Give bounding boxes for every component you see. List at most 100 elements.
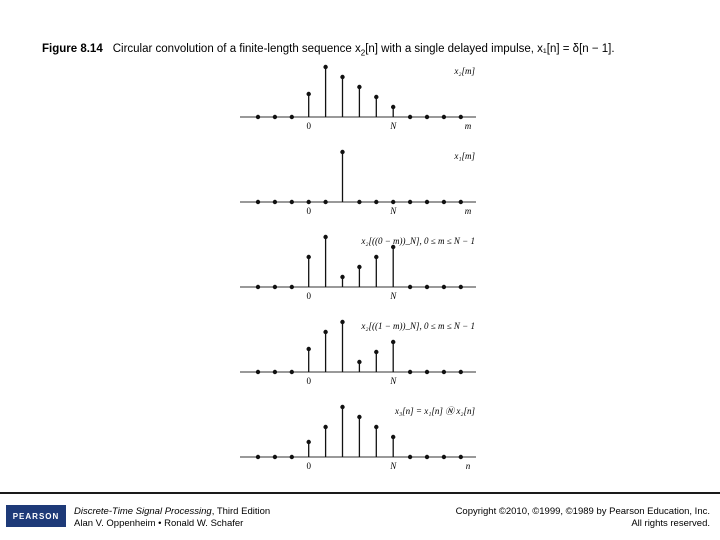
n-label: N bbox=[389, 461, 397, 471]
axis-variable-label: n bbox=[466, 461, 471, 471]
caption-subscript: 2 bbox=[360, 48, 366, 58]
stem-dot bbox=[323, 329, 328, 335]
stem-dot bbox=[391, 434, 396, 440]
origin-label: 0 bbox=[306, 291, 311, 301]
publisher-logo-text: PEARSON bbox=[12, 511, 60, 521]
stem-dot bbox=[374, 254, 379, 260]
n-label: N bbox=[389, 206, 397, 216]
zero-dot bbox=[424, 284, 430, 290]
stem-dot bbox=[323, 234, 328, 240]
copyright-line-1: Copyright ©2010, ©1999, ©1989 by Pearson… bbox=[455, 506, 710, 517]
book-authors: Alan V. Oppenheim • Ronald W. Schafer bbox=[74, 518, 244, 529]
panel-label: x₂[((1 − m))_N], 0 ≤ m ≤ N − 1 bbox=[360, 321, 475, 331]
stem-dot bbox=[357, 264, 362, 270]
stem-dot bbox=[391, 244, 396, 250]
caption-text-after: [n] with a single delayed impulse, x₁[n]… bbox=[365, 43, 615, 55]
axis-variable-label: m bbox=[465, 121, 472, 131]
zero-dot bbox=[289, 454, 294, 460]
copyright-notice: Copyright ©2010, ©1999, ©1989 by Pearson… bbox=[456, 506, 710, 530]
zero-dot bbox=[374, 199, 379, 205]
book-edition: , Third Edition bbox=[211, 506, 271, 517]
copyright-line-2: All rights reserved. bbox=[631, 518, 710, 529]
stem-dot bbox=[340, 74, 345, 80]
book-title: Discrete-Time Signal Processing bbox=[74, 506, 212, 517]
zero-dot bbox=[306, 199, 311, 205]
zero-dot bbox=[458, 369, 463, 375]
stem-dot bbox=[306, 91, 311, 97]
zero-dot bbox=[407, 369, 413, 375]
stem-dot bbox=[357, 414, 362, 420]
zero-dot bbox=[289, 114, 294, 120]
axis-variable-label: m bbox=[465, 206, 472, 216]
n-label: N bbox=[389, 376, 397, 386]
panel-label: x₃[n] = x₁[n] Ⓝ x₂[n] bbox=[394, 406, 475, 416]
zero-dot bbox=[255, 114, 261, 120]
publisher-logo: PEARSON bbox=[6, 505, 66, 527]
stem-dot bbox=[306, 439, 311, 445]
zero-dot bbox=[272, 199, 278, 205]
zero-dot bbox=[458, 199, 463, 205]
book-info: Discrete-Time Signal Processing, Third E… bbox=[74, 506, 270, 530]
zero-dot bbox=[441, 369, 447, 375]
stem-dot bbox=[323, 64, 328, 70]
panel-label: x₂[m] bbox=[453, 66, 475, 76]
caption-text-before: Circular convolution of a finite-length … bbox=[112, 43, 361, 55]
zero-dot bbox=[424, 369, 430, 375]
zero-dot bbox=[255, 199, 261, 205]
zero-dot bbox=[391, 199, 396, 205]
origin-label: 0 bbox=[306, 376, 311, 386]
zero-dot bbox=[289, 284, 294, 290]
figure-caption: Figure 8.14 Circular convolution of a fin… bbox=[42, 42, 712, 57]
stem-dot bbox=[340, 274, 345, 280]
stem-dot bbox=[391, 339, 396, 345]
stem-dot bbox=[374, 94, 379, 100]
stem-dot bbox=[357, 359, 362, 365]
zero-dot bbox=[255, 454, 261, 460]
origin-label: 0 bbox=[306, 121, 311, 131]
zero-dot bbox=[272, 454, 278, 460]
stem-dot bbox=[306, 346, 311, 352]
origin-label: 0 bbox=[306, 461, 311, 471]
zero-dot bbox=[407, 199, 413, 205]
zero-dot bbox=[441, 454, 447, 460]
zero-dot bbox=[458, 114, 463, 120]
zero-dot bbox=[272, 369, 278, 375]
stem-dot bbox=[340, 149, 345, 155]
zero-dot bbox=[407, 284, 413, 290]
zero-dot bbox=[441, 199, 447, 205]
zero-dot bbox=[272, 114, 278, 120]
footer-divider bbox=[0, 492, 720, 494]
stem-panel-4: 0 Nx₂[((1 − m))_N], 0 ≤ m ≤ N − 1 bbox=[240, 319, 476, 386]
stem-dot bbox=[323, 424, 328, 430]
zero-dot bbox=[272, 284, 278, 290]
zero-dot bbox=[407, 114, 413, 120]
zero-dot bbox=[424, 199, 430, 205]
zero-dot bbox=[441, 114, 447, 120]
zero-dot bbox=[458, 284, 463, 290]
zero-dot bbox=[424, 114, 430, 120]
zero-dot bbox=[458, 454, 463, 460]
zero-dot bbox=[441, 284, 447, 290]
stem-dot bbox=[374, 424, 379, 430]
zero-dot bbox=[357, 199, 362, 205]
zero-dot bbox=[255, 284, 261, 290]
zero-dot bbox=[255, 369, 261, 375]
stem-panel-3: 0 Nx₂[((0 − m))_N], 0 ≤ m ≤ N − 1 bbox=[240, 234, 476, 301]
zero-dot bbox=[323, 199, 328, 205]
panel-label: x₂[((0 − m))_N], 0 ≤ m ≤ N − 1 bbox=[360, 236, 475, 246]
stem-dot bbox=[340, 404, 345, 410]
stem-dot bbox=[374, 349, 379, 355]
zero-dot bbox=[407, 454, 413, 460]
figure-number: Figure 8.14 bbox=[42, 43, 103, 55]
n-label: N bbox=[389, 121, 397, 131]
stem-dot bbox=[357, 84, 362, 90]
n-label: N bbox=[389, 291, 397, 301]
stem-dot bbox=[340, 319, 345, 325]
zero-dot bbox=[289, 199, 294, 205]
origin-label: 0 bbox=[306, 206, 311, 216]
